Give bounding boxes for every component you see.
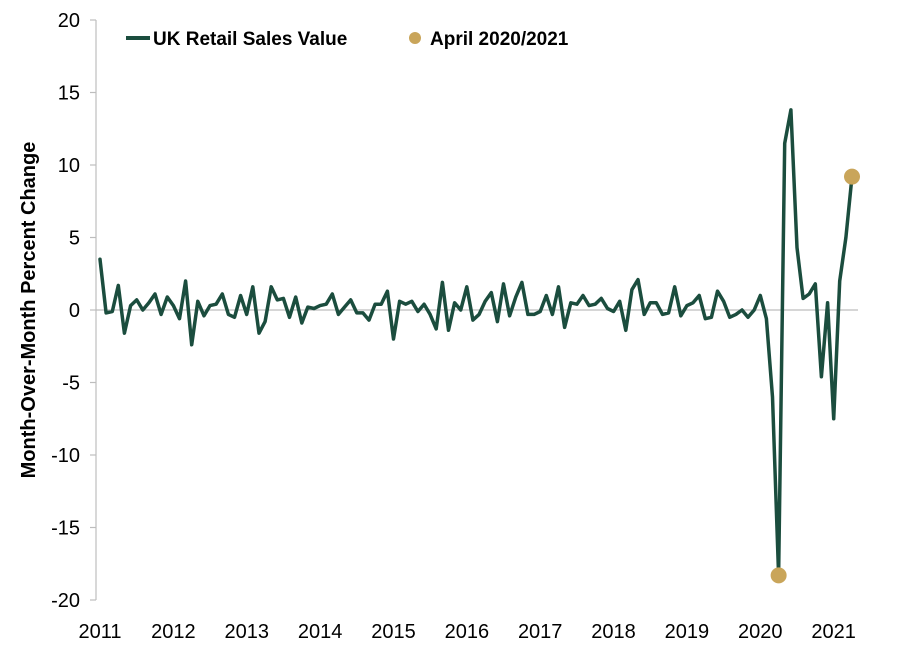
y-tick-label: -20 <box>51 590 80 612</box>
x-axis-ticks: 2011 2012 2013 2014 2015 2016 2017 2018 2019 2020… <box>78 621 855 643</box>
y-tick-label: 15 <box>58 83 80 105</box>
x-tick-label: 2021 <box>811 621 856 643</box>
legend-dot-swatch <box>409 32 421 44</box>
y-tick-label: 0 <box>69 300 80 322</box>
x-tick-label: 2013 <box>224 621 269 643</box>
x-tick-label: 2019 <box>665 621 710 643</box>
x-tick-label: 2014 <box>298 621 343 643</box>
highlight-points <box>770 168 860 584</box>
x-tick-label: 2020 <box>738 621 783 643</box>
y-tick-label: 20 <box>58 10 80 32</box>
highlight-point-0 <box>770 567 787 584</box>
y-tick-label: 10 <box>58 155 80 177</box>
legend: UK Retail Sales Value April 2020/2021 <box>126 29 569 50</box>
x-tick-label: 2018 <box>591 621 636 643</box>
y-tick-label: -15 <box>51 518 80 540</box>
x-tick-label: 2011 <box>78 621 121 643</box>
uk-retail-sales-line <box>98 108 854 578</box>
y-tick-label: -5 <box>62 373 80 395</box>
legend-label-highlight: April 2020/2021 <box>430 29 569 50</box>
highlight-point-1 <box>844 168 860 185</box>
x-tick-label: 2017 <box>518 621 563 643</box>
legend-label-series: UK Retail Sales Value <box>153 29 347 50</box>
x-tick-label: 2015 <box>371 621 416 643</box>
x-tick-label: 2012 <box>151 621 196 643</box>
x-tick-label: 2016 <box>445 621 490 643</box>
y-axis-label: Month-Over-Month Percent Change <box>18 142 40 479</box>
y-tick-label: -10 <box>51 445 80 467</box>
y-axis-ticks: 20 15 10 5 0 -5 -10 -15 -20 <box>51 10 96 612</box>
y-tick-label: 5 <box>69 228 80 250</box>
